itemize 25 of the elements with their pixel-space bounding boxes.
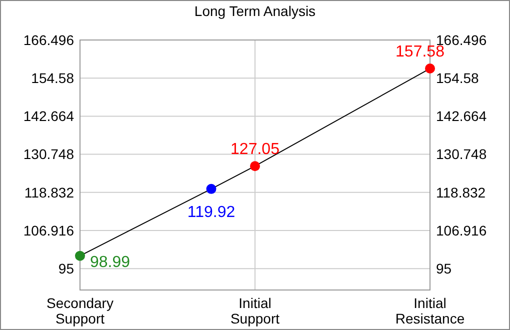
y-tick-label: 95	[58, 260, 74, 276]
y-tick-label: 166.496	[23, 32, 74, 48]
point	[75, 250, 85, 261]
y-tick-label: 118.832	[24, 184, 74, 200]
data-label: 157.58	[396, 44, 445, 61]
y2-tick-label: 130.748	[436, 146, 487, 162]
point	[425, 64, 435, 74]
x-tick-label: Secondary Support	[46, 295, 114, 326]
y-tick-label: 142.664	[23, 108, 74, 124]
y2-tick-label: 95	[436, 260, 452, 276]
y2-tick-label: 106.916	[436, 222, 487, 238]
y-tick-label: 154.58	[31, 70, 74, 86]
y2-tick-label: 154.58	[436, 70, 480, 86]
y-tick-label: 130.748	[23, 146, 74, 162]
data-label: 119.92	[187, 204, 236, 221]
y2-tick-label: 118.832	[436, 184, 486, 200]
x-tick-label: Initial Resistance	[395, 295, 465, 326]
y2-tick-label: 142.664	[436, 108, 487, 124]
y-tick-label: 106.916	[23, 222, 74, 238]
point	[206, 184, 216, 194]
x-tick-label: Initial Support	[230, 295, 280, 326]
data-label: 127.05	[230, 141, 280, 158]
chart-title: Long Term Analysis	[194, 3, 316, 19]
point	[250, 161, 260, 172]
data-label: 98.99	[90, 254, 130, 271]
